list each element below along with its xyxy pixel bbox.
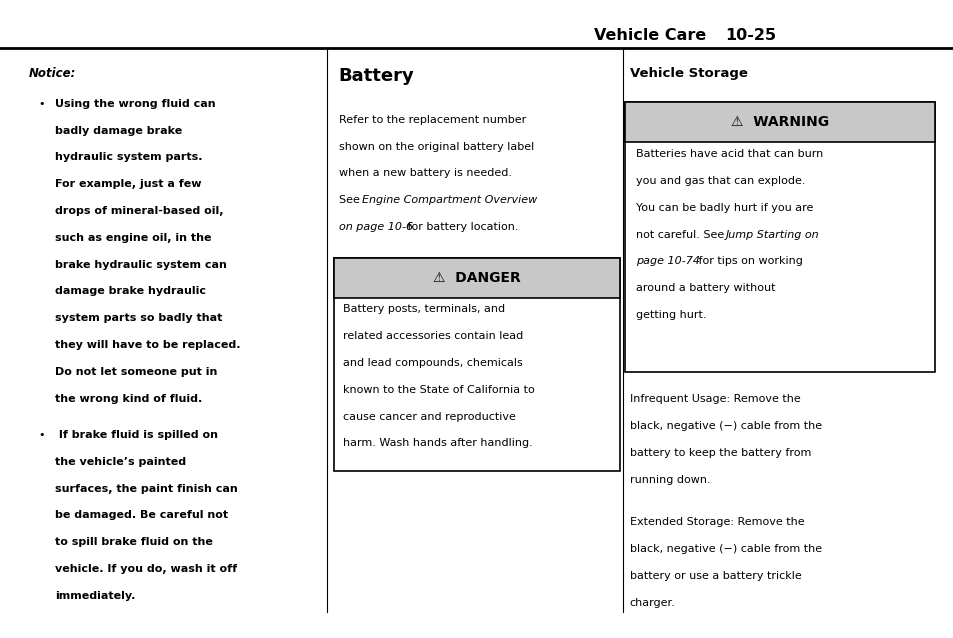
Text: Vehicle Storage: Vehicle Storage	[629, 67, 747, 80]
Text: Refer to the replacement number: Refer to the replacement number	[338, 115, 525, 125]
Text: for battery location.: for battery location.	[403, 222, 517, 232]
Text: battery or use a battery trickle: battery or use a battery trickle	[629, 571, 801, 581]
Text: around a battery without: around a battery without	[636, 283, 775, 293]
FancyBboxPatch shape	[334, 258, 619, 298]
Text: ⚠  WARNING: ⚠ WARNING	[730, 115, 828, 129]
Text: You can be badly hurt if you are: You can be badly hurt if you are	[636, 203, 813, 213]
Text: shown on the original battery label: shown on the original battery label	[338, 142, 534, 152]
Text: the wrong kind of fluid.: the wrong kind of fluid.	[55, 394, 202, 404]
Text: cause cancer and reproductive: cause cancer and reproductive	[343, 412, 516, 422]
Text: Battery posts, terminals, and: Battery posts, terminals, and	[343, 304, 505, 315]
Text: If brake fluid is spilled on: If brake fluid is spilled on	[55, 430, 218, 440]
Text: drops of mineral-based oil,: drops of mineral-based oil,	[55, 206, 224, 216]
Text: and lead compounds, chemicals: and lead compounds, chemicals	[343, 358, 522, 368]
Text: not careful. See: not careful. See	[636, 230, 727, 240]
Text: See: See	[338, 195, 363, 205]
Text: related accessories contain lead: related accessories contain lead	[343, 331, 523, 341]
Text: be damaged. Be careful not: be damaged. Be careful not	[55, 510, 228, 521]
Text: battery to keep the battery from: battery to keep the battery from	[629, 448, 810, 458]
Text: to spill brake fluid on the: to spill brake fluid on the	[55, 537, 213, 547]
Text: harm. Wash hands after handling.: harm. Wash hands after handling.	[343, 438, 533, 449]
Text: they will have to be replaced.: they will have to be replaced.	[55, 340, 240, 350]
Text: the vehicle’s painted: the vehicle’s painted	[55, 457, 186, 467]
Text: Vehicle Care: Vehicle Care	[593, 27, 705, 43]
Text: Using the wrong fluid can: Using the wrong fluid can	[55, 99, 215, 109]
Text: immediately.: immediately.	[55, 591, 135, 601]
Text: you and gas that can explode.: you and gas that can explode.	[636, 176, 805, 186]
Text: badly damage brake: badly damage brake	[55, 126, 182, 136]
Text: known to the State of California to: known to the State of California to	[343, 385, 535, 395]
Text: running down.: running down.	[629, 475, 710, 485]
Text: Infrequent Usage: Remove the: Infrequent Usage: Remove the	[629, 394, 800, 404]
Text: damage brake hydraulic: damage brake hydraulic	[55, 286, 206, 297]
Text: black, negative (−) cable from the: black, negative (−) cable from the	[629, 544, 821, 554]
Text: such as engine oil, in the: such as engine oil, in the	[55, 233, 212, 243]
Text: system parts so badly that: system parts so badly that	[55, 313, 222, 323]
Text: ⚠  DANGER: ⚠ DANGER	[433, 271, 520, 285]
Text: 10-25: 10-25	[724, 27, 776, 43]
FancyBboxPatch shape	[624, 102, 934, 142]
Text: Battery: Battery	[338, 67, 414, 85]
Text: charger.: charger.	[629, 598, 675, 608]
Text: Engine Compartment Overview: Engine Compartment Overview	[361, 195, 537, 205]
Text: surfaces, the paint finish can: surfaces, the paint finish can	[55, 484, 238, 494]
Text: when a new battery is needed.: when a new battery is needed.	[338, 168, 511, 179]
Text: black, negative (−) cable from the: black, negative (−) cable from the	[629, 421, 821, 431]
Text: for tips on working: for tips on working	[695, 256, 802, 267]
Text: For example, just a few: For example, just a few	[55, 179, 202, 189]
Text: Jump Starting on: Jump Starting on	[725, 230, 819, 240]
FancyBboxPatch shape	[624, 102, 934, 372]
Text: •: •	[38, 99, 45, 109]
Text: Batteries have acid that can burn: Batteries have acid that can burn	[636, 149, 822, 160]
Text: Notice:: Notice:	[29, 67, 76, 80]
Text: on page 10-6: on page 10-6	[338, 222, 413, 232]
Text: brake hydraulic system can: brake hydraulic system can	[55, 260, 227, 270]
Text: Extended Storage: Remove the: Extended Storage: Remove the	[629, 517, 803, 528]
Text: getting hurt.: getting hurt.	[636, 310, 706, 320]
Text: hydraulic system parts.: hydraulic system parts.	[55, 152, 203, 163]
Text: •: •	[38, 430, 45, 440]
Text: vehicle. If you do, wash it off: vehicle. If you do, wash it off	[55, 564, 237, 574]
Text: page 10-74: page 10-74	[636, 256, 700, 267]
Text: Do not let someone put in: Do not let someone put in	[55, 367, 217, 377]
FancyBboxPatch shape	[334, 258, 619, 471]
